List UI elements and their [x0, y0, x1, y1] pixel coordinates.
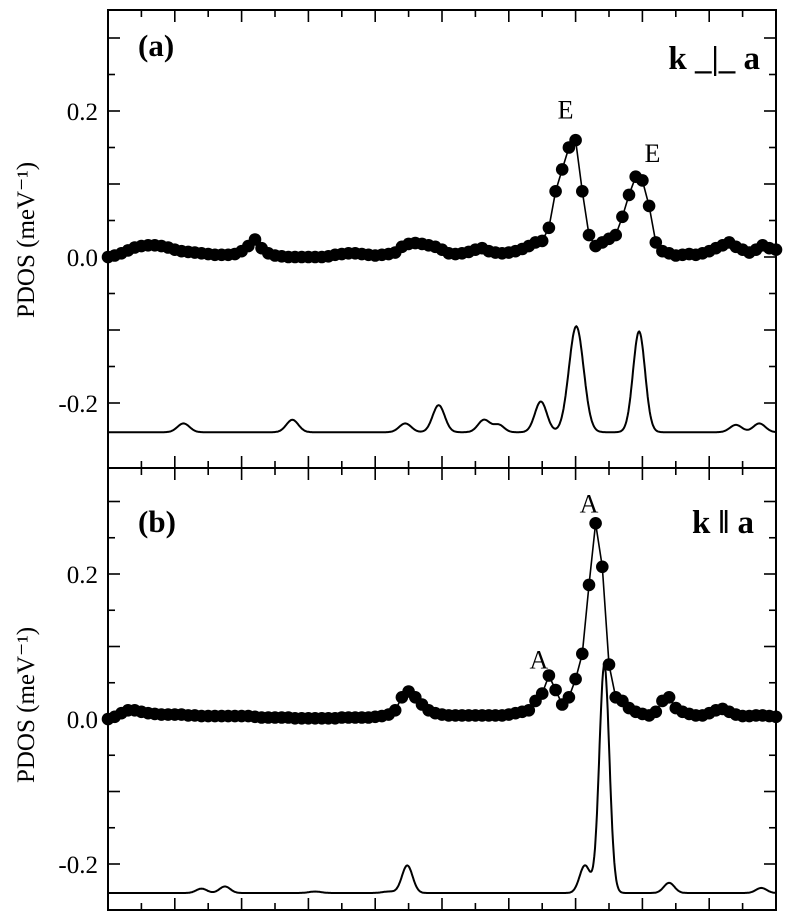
- a-ytick-label: 0.2: [67, 99, 98, 126]
- a-data-point: [636, 174, 649, 187]
- a-data-point: [569, 133, 582, 147]
- b-data-point: [596, 560, 609, 574]
- a-data-point: [576, 185, 589, 198]
- a-data-point: [535, 234, 549, 248]
- panel-a-annotations: EE: [558, 95, 661, 168]
- panel-b: 0.20.0-0.2 (b) k ‖ a AA PDOS (meV⁻¹): [13, 467, 783, 911]
- panel-a-frame: [107, 9, 777, 469]
- b-ytick-label: 0.2: [67, 562, 98, 589]
- panel-a-calculated-curve: [108, 325, 777, 434]
- b-data-point: [522, 704, 536, 717]
- b-data-point: [649, 705, 663, 719]
- a-data-point: [582, 228, 596, 242]
- panel-a: 0.20.0-0.2 (a) k _|_ a EE PDOS (meV⁻¹): [13, 9, 783, 469]
- a-data-point: [616, 210, 629, 224]
- a-data-point: [609, 228, 622, 242]
- panel-a-label: (a): [138, 28, 174, 63]
- a-data-point: [769, 243, 783, 256]
- b-ytick-label: -0.2: [58, 852, 98, 879]
- b-data-point: [388, 704, 402, 717]
- a-peak-annotation: E: [644, 139, 660, 168]
- panel-b-label: (b): [138, 504, 176, 539]
- panel-b-ytick-labels: 0.2 0.0 -0.2: [58, 562, 98, 879]
- panel-b-measured-connector: [107, 523, 777, 720]
- a-data-point: [542, 221, 556, 235]
- panel-b-annotations: AA: [529, 489, 598, 674]
- panel-b-ylabel: PDOS (meV⁻¹): [13, 627, 40, 783]
- b-data-point: [535, 687, 549, 700]
- b-data-point: [769, 710, 783, 724]
- panel-b-frame: [107, 467, 777, 911]
- b-data-point: [549, 683, 562, 697]
- panel-b-points: [101, 517, 783, 726]
- a-data-point: [642, 199, 656, 213]
- panel-a-ticks: [107, 10, 777, 468]
- panel-b-ticks: [107, 468, 777, 910]
- a-ytick-label: -0.2: [58, 391, 98, 418]
- panel-a-points: [101, 133, 783, 264]
- a-data-point: [649, 236, 663, 249]
- b-data-point: [662, 691, 676, 704]
- b-ytick-label: 0.0: [67, 707, 98, 734]
- b-data-point: [576, 647, 589, 661]
- a-data-point: [248, 233, 262, 246]
- a-peak-annotation: E: [558, 95, 574, 124]
- b-data-point: [542, 669, 556, 682]
- panel-b-corner-label: k ‖ a: [692, 505, 754, 541]
- a-data-point: [622, 188, 636, 202]
- panel-a-measured-connector: [107, 138, 777, 258]
- b-data-point: [569, 672, 582, 686]
- panel-a-corner-label: k _|_ a: [668, 41, 760, 77]
- a-data-point: [555, 163, 569, 176]
- panel-a-ylabel: PDOS (meV⁻¹): [13, 162, 40, 318]
- panel-a-ytick-labels: 0.2 0.0 -0.2: [58, 99, 98, 418]
- b-peak-annotation: A: [529, 645, 548, 674]
- b-data-point: [602, 658, 616, 671]
- a-ytick-label: 0.0: [67, 245, 98, 272]
- b-peak-annotation: A: [580, 489, 599, 518]
- b-data-point: [589, 517, 602, 530]
- b-data-point: [562, 691, 576, 704]
- panel-b-calculated-curve: [108, 661, 777, 894]
- b-data-point: [582, 578, 596, 592]
- a-data-point: [549, 185, 562, 198]
